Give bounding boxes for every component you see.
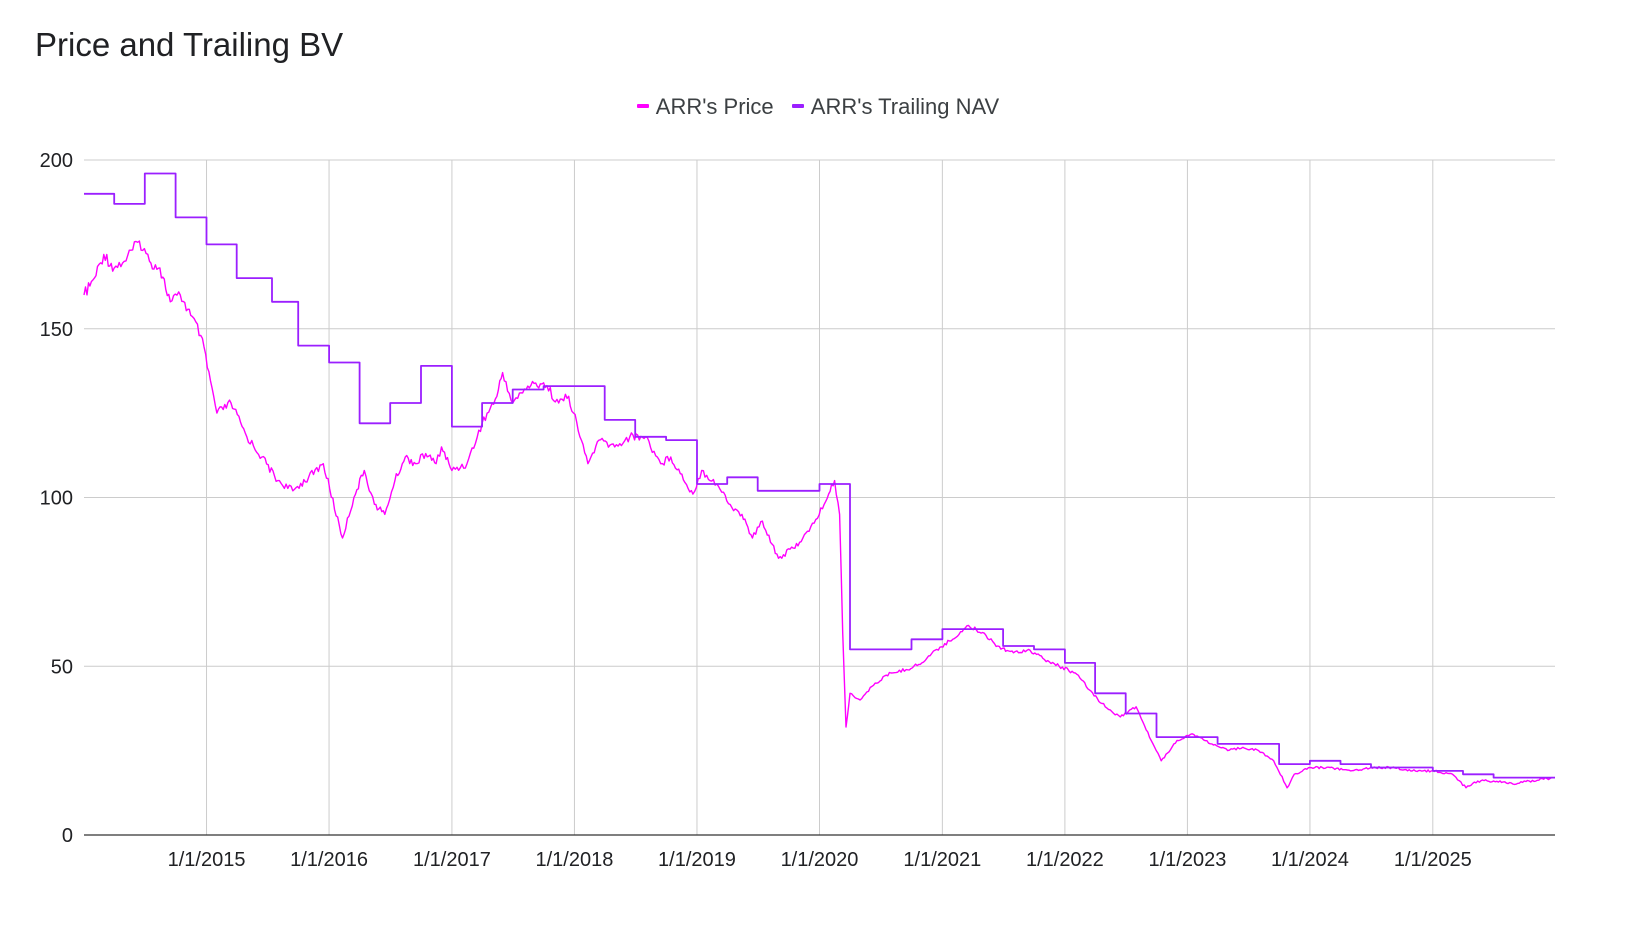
y-tick-label: 100 — [40, 488, 73, 510]
legend-item-price[interactable]: ARR's Price — [636, 94, 774, 120]
legend-label-nav: ARR's Trailing NAV — [810, 94, 1000, 119]
series-line-nav — [84, 172, 1555, 779]
x-tick-label: 1/1/2023 — [1148, 849, 1226, 871]
y-tick-label: 0 — [62, 825, 73, 847]
x-tick-label: 1/1/2017 — [413, 849, 491, 871]
x-tick-label: 1/1/2020 — [781, 849, 859, 871]
x-tick-label: 1/1/2019 — [658, 849, 736, 871]
x-tick-label: 1/1/2021 — [903, 849, 981, 871]
legend-swatch-price — [636, 104, 649, 109]
x-tick-label: 1/1/2024 — [1271, 849, 1349, 871]
legend: ARR's Price ARR's Trailing NAV — [0, 94, 1636, 120]
x-tick-label: 1/1/2025 — [1394, 849, 1472, 871]
y-tick-label: 200 — [40, 150, 73, 172]
y-tick-label: 50 — [51, 656, 73, 678]
x-tick-label: 1/1/2022 — [1026, 849, 1104, 871]
legend-label-price: ARR's Price — [655, 94, 774, 119]
chart-title: Price and Trailing BV — [35, 26, 344, 63]
series-line-price — [83, 240, 1556, 789]
axes: 0 50 100 150 200 1/1/2015 1/1/2016 1/1/2017 1/1/… — [40, 150, 1555, 871]
series-lines — [83, 172, 1556, 789]
x-tick-label: 1/1/2016 — [290, 849, 368, 871]
x-tick-label: 1/1/2018 — [536, 849, 614, 871]
gridlines — [84, 159, 1555, 835]
y-tick-label: 150 — [40, 319, 73, 341]
legend-item-nav[interactable]: ARR's Trailing NAV — [791, 94, 1000, 120]
x-tick-label: 1/1/2015 — [168, 849, 246, 871]
legend-swatch-nav — [791, 104, 804, 109]
